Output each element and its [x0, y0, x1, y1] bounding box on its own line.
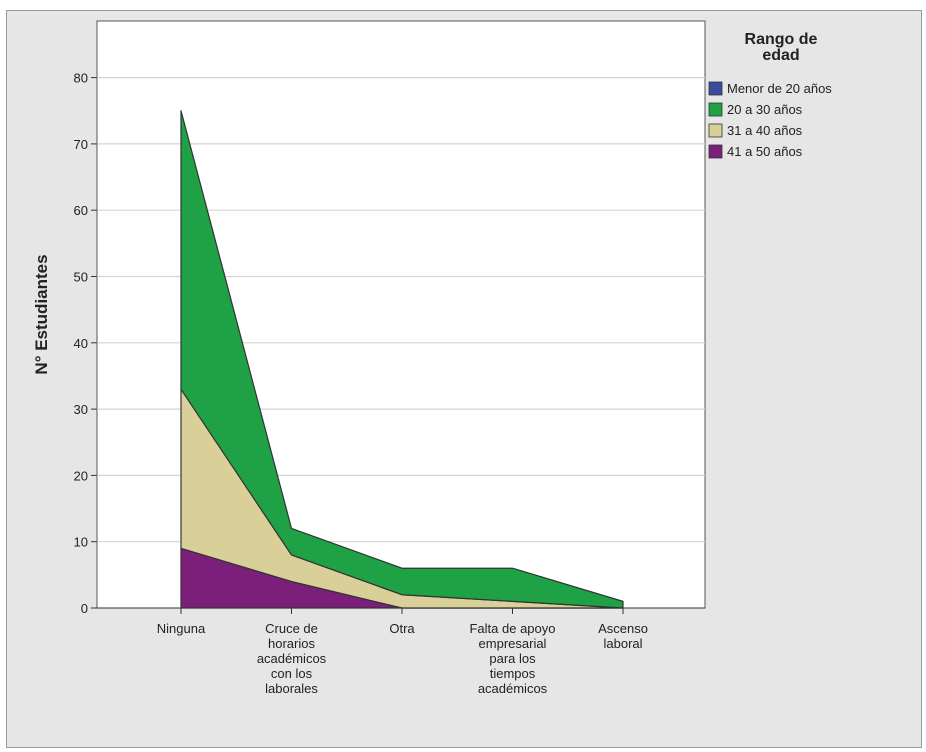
- x-tick-label: Falta de apoyo: [469, 621, 555, 636]
- x-tick-label: académicos: [478, 681, 548, 696]
- y-axis-label: N° Estudiantes: [32, 254, 51, 374]
- x-tick-label: Ascenso: [598, 621, 648, 636]
- legend-label: Menor de 20 años: [727, 81, 832, 96]
- legend-label: 41 a 50 años: [727, 144, 803, 159]
- chart-frame: 0 10 20 30 40 50 60 70 80 Ninguna Cruce de horarios…: [6, 10, 922, 748]
- legend-label: 31 a 40 años: [727, 123, 803, 138]
- legend-swatch: [708, 81, 723, 96]
- x-tick-label: laboral: [603, 636, 642, 651]
- area-chart: 0 10 20 30 40 50 60 70 80 Ninguna Cruce dehorarios…: [32, 20, 832, 696]
- legend-title: Rango de: [745, 31, 818, 48]
- y-tick-label: 80: [74, 71, 88, 86]
- x-tick-label: Cruce de: [265, 621, 318, 636]
- y-tick-label: 40: [74, 336, 88, 351]
- legend-swatch: [708, 123, 723, 138]
- y-tick-label: 0: [81, 601, 88, 616]
- x-tick-label: empresarial: [479, 636, 547, 651]
- x-tick-label: laborales: [265, 681, 318, 696]
- legend-title: edad: [762, 47, 799, 64]
- x-tick-label: Ninguna: [157, 621, 206, 636]
- legend-label: 20 a 30 años: [727, 102, 803, 117]
- x-tick-label: tiempos: [490, 666, 536, 681]
- x-tick-label: con los: [271, 666, 313, 681]
- y-tick-label: 50: [74, 270, 88, 285]
- y-tick-label: 20: [74, 468, 88, 483]
- y-tick-label: 10: [74, 535, 88, 550]
- y-tick-label: 30: [74, 402, 88, 417]
- y-tick-label: 70: [74, 137, 88, 152]
- y-tick-label: 60: [74, 203, 88, 218]
- legend-swatch: [708, 102, 723, 117]
- x-tick-label: Otra: [389, 621, 415, 636]
- x-tick-label: académicos: [257, 651, 327, 666]
- x-tick-label: horarios: [268, 636, 315, 651]
- x-tick-label: para los: [489, 651, 536, 666]
- legend-swatch: [708, 144, 723, 159]
